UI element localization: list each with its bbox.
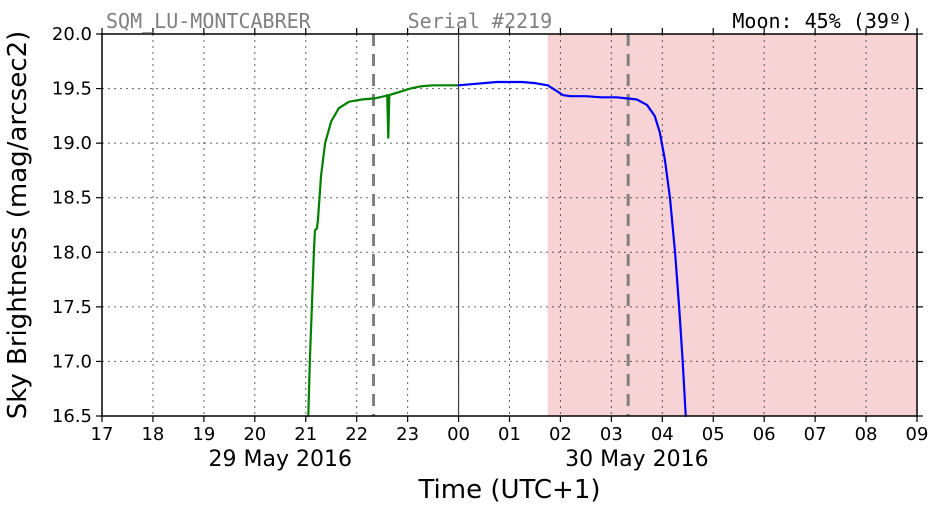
x-tick-label: 20: [243, 424, 266, 445]
x-tick-label: 03: [600, 424, 623, 445]
y-axis-title: Sky Brightness (mag/arcsec2): [3, 31, 33, 420]
y-tick-label: 16.5: [52, 406, 92, 427]
x-tick-label: 21: [294, 424, 317, 445]
y-tick-label: 20.0: [52, 24, 92, 45]
x-tick-label: 22: [345, 424, 368, 445]
x-tick-label: 08: [855, 424, 878, 445]
x-tick-label: 23: [396, 424, 419, 445]
chart-svg: 17 18 19 20 21 22 23 00 01 02 03 04 05 06 07 08 09 16.5 17…: [0, 0, 952, 512]
header-serial: Serial #2219: [408, 9, 553, 33]
y-tick-label: 19.5: [52, 79, 92, 100]
x-axis-title: Time (UTC+1): [417, 475, 600, 505]
date-label-left: 29 May 2016: [209, 447, 352, 472]
date-label-right: 30 May 2016: [565, 447, 708, 472]
y-tick-label: 18.0: [52, 242, 92, 263]
x-tick-label: 05: [702, 424, 725, 445]
header-station: SQM_LU-MONTCABRER: [106, 9, 312, 33]
x-tick-label: 19: [192, 424, 215, 445]
sky-brightness-chart: 17 18 19 20 21 22 23 00 01 02 03 04 05 06 07 08 09 16.5 17…: [0, 0, 952, 512]
y-tick-label: 19.0: [52, 133, 92, 154]
x-tick-label: 07: [804, 424, 827, 445]
header-moon: Moon: 45% (39º): [732, 9, 913, 33]
x-tick-label: 04: [651, 424, 674, 445]
x-tick-label: 18: [141, 424, 164, 445]
y-tick-label: 18.5: [52, 188, 92, 209]
x-tick-label: 09: [906, 424, 929, 445]
x-tick-label: 00: [447, 424, 470, 445]
x-tick-label: 01: [498, 424, 521, 445]
x-tick-label: 06: [753, 424, 776, 445]
x-tick-label: 17: [91, 424, 114, 445]
y-tick-label: 17.0: [52, 351, 92, 372]
moon-shaded-region: [548, 34, 917, 416]
y-tick-label: 17.5: [52, 297, 92, 318]
x-tick-label: 02: [549, 424, 572, 445]
